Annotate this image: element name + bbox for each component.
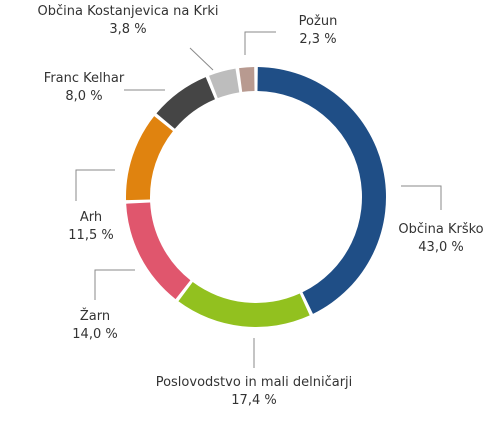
donut-slice [239,67,255,92]
slice-value-label: 8,0 % [65,89,102,104]
slice-label: Franc Kelhar [44,71,125,86]
donut-slices [126,67,386,328]
slice-value-label: 43,0 % [418,240,463,255]
donut-slice [178,282,310,328]
slice-labels: Občina Krško 43,0 % Poslovodstvo in mali d… [38,4,484,408]
leader-line [401,185,442,210]
slice-label: Žarn [80,308,110,324]
slice-label: Arh [80,210,102,225]
slice-label: Občina Krško [398,222,483,237]
slice-value-label: 3,8 % [109,22,146,37]
leader-line [94,269,135,300]
donut-slice [126,116,173,201]
slice-label: Poslovodstvo in mali delničarji [156,375,353,390]
donut-slice [257,67,386,314]
leader-lines [75,31,442,368]
slice-value-label: 14,0 % [72,327,117,342]
slice-label: Požun [299,14,338,29]
donut-slice [156,77,215,129]
slice-label: Občina Kostanjevica na Krki [38,4,219,19]
donut-slice [126,202,191,300]
leader-line [75,169,115,201]
leader-line [189,47,214,71]
slice-value-label: 17,4 % [231,393,276,408]
slice-value-label: 2,3 % [299,32,336,47]
donut-slice [209,68,240,99]
slice-value-label: 11,5 % [68,228,113,243]
leader-line [244,31,276,55]
